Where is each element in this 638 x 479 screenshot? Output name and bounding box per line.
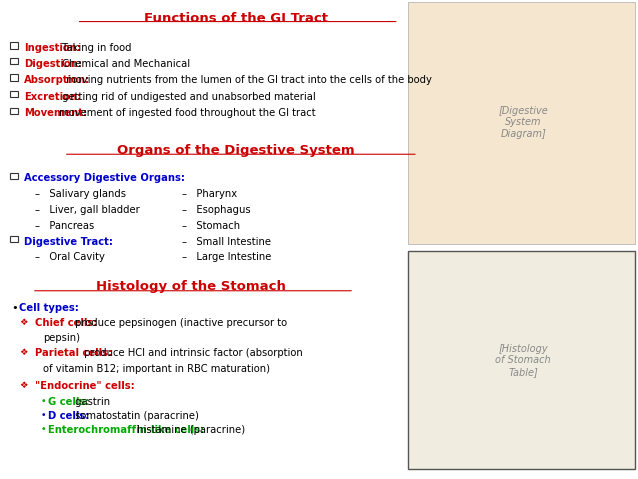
Text: –   Pharynx: – Pharynx [182,189,237,199]
Text: •: • [40,397,46,406]
Text: Accessory Digestive Organs:: Accessory Digestive Organs: [24,173,185,183]
FancyBboxPatch shape [408,2,635,244]
Text: •: • [40,425,46,434]
Text: "Endocrine" cells:: "Endocrine" cells: [35,381,135,391]
Text: getting rid of undigested and unabsorbed material: getting rid of undigested and unabsorbed… [59,92,316,102]
FancyBboxPatch shape [10,74,18,81]
Text: –   Esophagus: – Esophagus [182,205,251,215]
FancyBboxPatch shape [10,58,18,65]
Text: histamine (paracrine): histamine (paracrine) [133,425,245,435]
Text: moving nutrients from the lumen of the GI tract into the cells of the body: moving nutrients from the lumen of the G… [63,75,432,85]
FancyBboxPatch shape [10,108,18,114]
Text: [Digestive
System
Diagram]: [Digestive System Diagram] [498,105,548,139]
Text: –   Liver, gall bladder: – Liver, gall bladder [35,205,140,215]
Text: Histology of the Stomach: Histology of the Stomach [96,280,286,293]
Text: •: • [11,303,19,313]
Text: –   Stomach: – Stomach [182,221,240,231]
Text: D cells:: D cells: [48,411,89,421]
Text: Digestive Tract:: Digestive Tract: [24,237,113,247]
Text: of vitamin B12; important in RBC maturation): of vitamin B12; important in RBC maturat… [43,364,271,374]
Text: •: • [40,411,46,420]
Text: Functions of the GI Tract: Functions of the GI Tract [144,12,328,25]
Text: –   Salivary glands: – Salivary glands [35,189,126,199]
FancyBboxPatch shape [10,172,18,179]
Text: ❖: ❖ [19,348,27,357]
Text: –   Oral Cavity: – Oral Cavity [35,252,105,262]
FancyBboxPatch shape [10,91,18,97]
Text: ❖: ❖ [19,318,27,327]
Text: Ingestion:: Ingestion: [24,43,81,53]
Text: Organs of the Digestive System: Organs of the Digestive System [117,144,355,157]
Text: produce pepsinogen (inactive precursor to: produce pepsinogen (inactive precursor t… [72,318,287,328]
Text: Parietal cells:: Parietal cells: [35,348,112,358]
Text: Digestion:: Digestion: [24,59,82,69]
Text: Absorption:: Absorption: [24,75,91,85]
Text: Movement:: Movement: [24,108,87,118]
FancyBboxPatch shape [408,251,635,469]
Text: –   Large Intestine: – Large Intestine [182,252,271,262]
Text: Excretion:: Excretion: [24,92,82,102]
Text: ❖: ❖ [19,381,27,390]
Text: –   Small Intestine: – Small Intestine [182,237,271,247]
Text: somatostatin (paracrine): somatostatin (paracrine) [72,411,199,421]
Text: Cell types:: Cell types: [19,303,79,313]
Text: produce HCl and intrinsic factor (absorption: produce HCl and intrinsic factor (absorp… [81,348,303,358]
Text: G cells:: G cells: [48,397,89,407]
Text: gastrin: gastrin [72,397,110,407]
Text: –   Pancreas: – Pancreas [35,221,94,231]
Text: Chief cells:: Chief cells: [35,318,98,328]
Text: Enterochromaffin-like cells:: Enterochromaffin-like cells: [48,425,204,435]
Text: [Histology
of Stomach
Table]: [Histology of Stomach Table] [495,343,551,377]
Text: Taking in food: Taking in food [59,43,132,53]
Text: movement of ingested food throughout the GI tract: movement of ingested food throughout the… [56,108,315,118]
Text: pepsin): pepsin) [43,333,80,343]
Text: Chemical and Mechanical: Chemical and Mechanical [59,59,191,69]
FancyBboxPatch shape [10,43,18,49]
FancyBboxPatch shape [10,236,18,242]
